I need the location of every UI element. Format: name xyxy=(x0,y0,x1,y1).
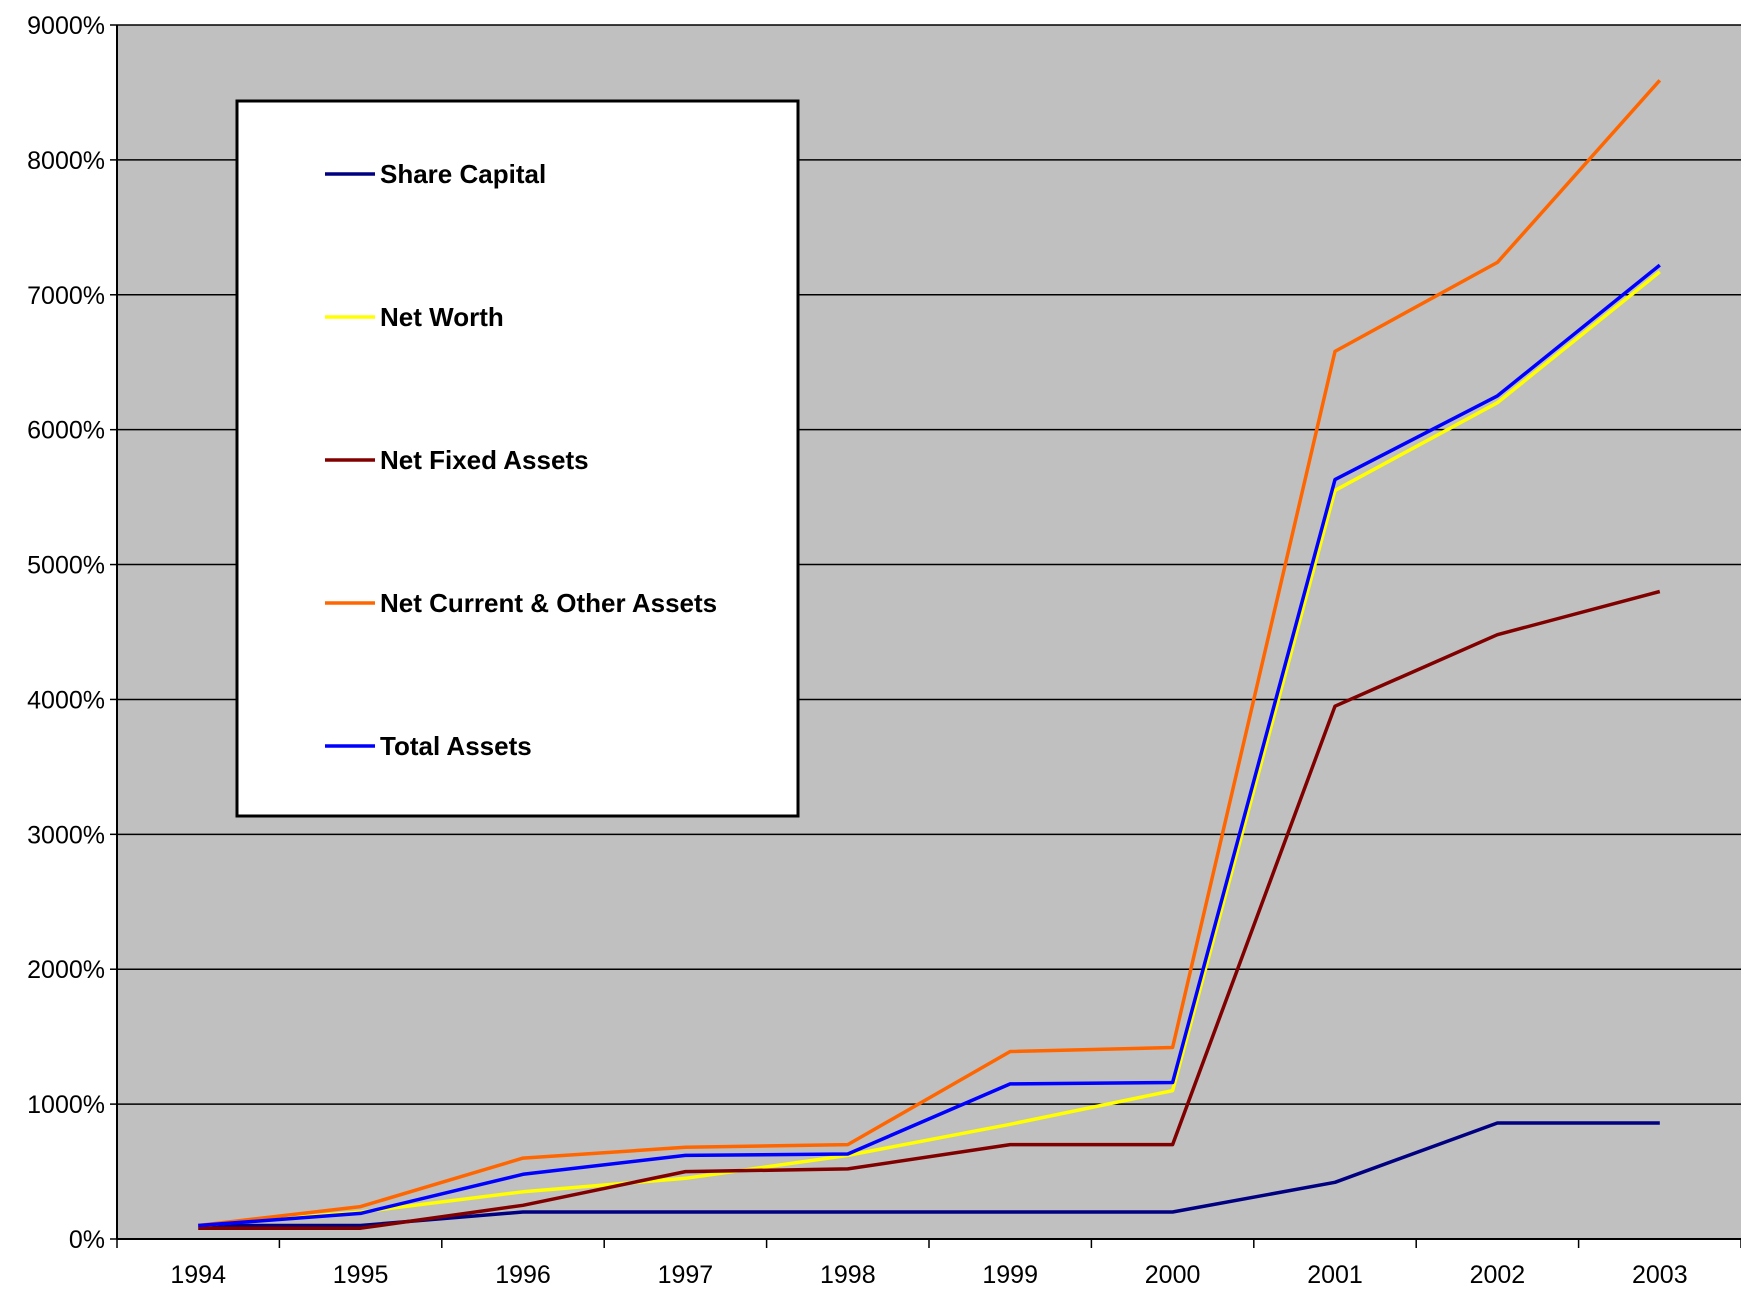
y-tick-label: 2000% xyxy=(27,956,105,984)
legend-label: Net Fixed Assets xyxy=(380,445,589,475)
y-tick-label: 4000% xyxy=(27,686,105,714)
series-line xyxy=(198,1121,1660,1228)
x-tick-label: 2003 xyxy=(1632,1261,1688,1289)
x-tick-label: 1998 xyxy=(820,1261,876,1289)
legend-label: Share Capital xyxy=(380,159,546,189)
series-line xyxy=(198,263,1661,1228)
x-tick-label: 2002 xyxy=(1470,1261,1526,1289)
legend-label: Net Worth xyxy=(380,302,504,332)
series-line xyxy=(197,79,1662,1228)
series-lines xyxy=(197,79,1662,1230)
legend-label: Net Current & Other Assets xyxy=(380,588,717,618)
series-line xyxy=(198,589,1661,1230)
y-tick-label: 9000% xyxy=(27,12,105,40)
x-tick-label: 2001 xyxy=(1307,1261,1363,1289)
y-tick-label: 8000% xyxy=(27,147,105,175)
x-tick-label: 1994 xyxy=(170,1261,226,1289)
x-tick-label: 1996 xyxy=(495,1261,551,1289)
y-tick-label: 0% xyxy=(69,1226,105,1254)
x-tick-label: 1995 xyxy=(333,1261,389,1289)
y-tick-label: 7000% xyxy=(27,282,105,310)
y-tick-label: 5000% xyxy=(27,552,105,580)
x-tick-label: 1997 xyxy=(658,1261,714,1289)
axes: 0% 1000% 2000% 3000% 4000% 5000% 6000% 7000% 800… xyxy=(27,12,1741,1289)
y-tick-label: 1000% xyxy=(27,1091,105,1119)
x-tick-label: 1999 xyxy=(982,1261,1038,1289)
x-tick-label: 2000 xyxy=(1145,1261,1201,1289)
y-tick-label: 3000% xyxy=(27,821,105,849)
y-tick-label: 6000% xyxy=(27,417,105,445)
legend: Share Capital Net Worth Net Fixed Assets Ne… xyxy=(235,99,800,818)
legend-label: Total Assets xyxy=(380,731,532,761)
series-line xyxy=(198,270,1661,1228)
